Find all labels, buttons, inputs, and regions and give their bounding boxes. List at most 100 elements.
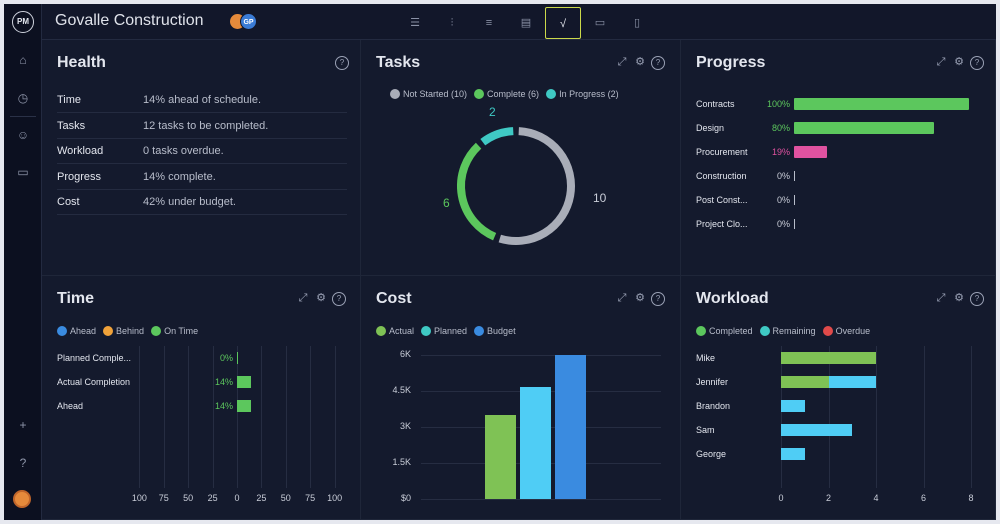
grid-line <box>971 346 972 488</box>
axis-tick-label: 3K <box>399 421 411 431</box>
legend-item[interactable]: On Time <box>151 326 198 336</box>
expand-icon[interactable]: ⤢ <box>617 56 627 68</box>
legend-item[interactable]: Budget <box>474 326 516 336</box>
gear-icon[interactable]: ⚙ <box>954 292 964 304</box>
cost-bar-actual[interactable] <box>485 415 516 499</box>
help-icon[interactable]: ? <box>19 456 27 470</box>
axis-tick-label: 50 <box>280 493 291 503</box>
health-panel: Health ? Time 14% ahead of schedule. Tasks… <box>42 40 361 276</box>
help-icon[interactable]: ? <box>335 56 349 70</box>
grid-line <box>163 346 165 488</box>
grid-line <box>421 499 661 500</box>
legend-item[interactable]: Actual <box>376 326 414 336</box>
legend-item[interactable]: Ahead <box>57 326 96 336</box>
team-avatar[interactable]: GP <box>240 13 257 30</box>
legend-item[interactable]: Completed <box>696 326 753 336</box>
workload-person-label: Sam <box>696 425 715 435</box>
expand-icon[interactable]: ⤢ <box>936 292 946 304</box>
expand-icon[interactable]: ⤢ <box>617 292 627 304</box>
axis-tick-label: 4.5K <box>392 385 411 395</box>
progress-row[interactable]: Construction 0% <box>696 170 986 184</box>
legend-dot <box>759 326 770 336</box>
health-row: Time 14% ahead of schedule. <box>57 88 347 113</box>
cost-bar-planned[interactable] <box>520 387 551 499</box>
legend-item[interactable]: Not Started (10) <box>390 89 467 99</box>
left-rail: PM ⌂ ◷ ☺ ▭ + ? <box>4 4 42 520</box>
help-icon[interactable]: ? <box>332 292 346 306</box>
legend-label: Complete (6) <box>487 89 540 99</box>
help-icon[interactable]: ? <box>651 292 665 306</box>
gear-icon[interactable]: ⚙ <box>954 56 964 68</box>
time-row-value: 14% <box>214 401 233 411</box>
donut-value-label: 2 <box>489 105 496 119</box>
dashboard-view-icon[interactable]: √ <box>545 7 581 39</box>
progress-row[interactable]: Contracts 100% <box>696 98 986 112</box>
donut-segment[interactable] <box>480 127 514 146</box>
gear-icon[interactable]: ⚙ <box>316 292 326 304</box>
workload-bar-remaining[interactable] <box>828 376 876 388</box>
home-icon[interactable]: ⌂ <box>19 53 27 67</box>
panel-title: Workload <box>696 290 769 307</box>
project-title[interactable]: Govalle Construction <box>55 12 204 29</box>
list-view-icon[interactable]: ☰ <box>410 17 420 29</box>
help-icon[interactable]: ? <box>651 56 665 70</box>
legend-dot <box>376 326 386 336</box>
legend-item[interactable]: Behind <box>103 326 144 336</box>
pm-logo[interactable]: PM <box>12 11 34 33</box>
health-label: Cost <box>57 196 80 208</box>
legend-dot <box>57 326 67 336</box>
donut-segment[interactable] <box>457 142 497 241</box>
workload-bar-completed[interactable] <box>781 352 876 364</box>
clock-icon[interactable]: ◷ <box>17 91 29 105</box>
legend-dot <box>474 89 485 99</box>
grid-line <box>923 346 925 488</box>
progress-percent: 80% <box>771 123 790 133</box>
briefcase-icon[interactable]: ▭ <box>17 165 29 179</box>
progress-bar <box>794 122 934 134</box>
plus-icon[interactable]: + <box>19 418 27 432</box>
gear-icon[interactable]: ⚙ <box>635 292 645 304</box>
axis-tick-label: 100 <box>327 493 343 503</box>
user-avatar[interactable] <box>13 490 31 508</box>
progress-row[interactable]: Post Const... 0% <box>696 194 986 208</box>
progress-row[interactable]: Project Clo... 0% <box>696 218 986 232</box>
workload-bar-remaining[interactable] <box>781 448 805 460</box>
time-legend: Ahead Behind On Time <box>57 326 205 336</box>
progress-row[interactable]: Design 80% <box>696 122 986 136</box>
legend-item[interactable]: Remaining <box>759 326 816 336</box>
legend-item[interactable]: In Progress (2) <box>546 89 619 99</box>
health-row: Workload 0 tasks overdue. <box>57 139 347 164</box>
top-bar: Govalle Construction GP ☰ ⫶ ≡ ▤ √ ▭ ▯ <box>42 4 996 40</box>
panel-title: Cost <box>376 290 412 307</box>
workload-panel: Workload ⤢ ⚙? Completed Remaining Overdue 0… <box>681 276 996 520</box>
time-bar[interactable] <box>237 400 251 412</box>
legend-item[interactable]: Planned <box>421 326 467 336</box>
legend-item[interactable]: Overdue <box>822 326 870 336</box>
workload-bar-remaining[interactable] <box>781 400 805 412</box>
help-icon[interactable]: ? <box>970 56 984 70</box>
cost-bar-budget[interactable] <box>555 355 586 499</box>
progress-label: Design <box>696 123 725 133</box>
time-bar[interactable] <box>237 352 238 364</box>
progress-label: Post Const... <box>696 195 748 205</box>
board-view-icon[interactable]: ⫶ <box>450 17 454 29</box>
sheet-view-icon[interactable]: ▤ <box>520 17 532 29</box>
workload-bar-completed[interactable] <box>781 376 829 388</box>
expand-icon[interactable]: ⤢ <box>298 292 308 304</box>
legend-label: On Time <box>164 326 199 336</box>
gantt-view-icon[interactable]: ≡ <box>485 17 493 29</box>
calendar-view-icon[interactable]: ▭ <box>594 17 606 29</box>
gear-icon[interactable]: ⚙ <box>635 56 645 68</box>
files-view-icon[interactable]: ▯ <box>633 17 641 29</box>
workload-bar-remaining[interactable] <box>781 424 853 436</box>
time-bar[interactable] <box>237 376 251 388</box>
help-icon[interactable]: ? <box>970 292 984 306</box>
expand-icon[interactable]: ⤢ <box>936 56 946 68</box>
legend-item[interactable]: Complete (6) <box>474 89 539 99</box>
legend-dot <box>474 326 485 336</box>
workload-person-label: George <box>696 449 727 459</box>
people-icon[interactable]: ☺ <box>16 128 30 142</box>
progress-row[interactable]: Procurement 19% <box>696 146 986 160</box>
health-label: Workload <box>57 145 104 157</box>
donut-segment[interactable] <box>498 127 575 245</box>
